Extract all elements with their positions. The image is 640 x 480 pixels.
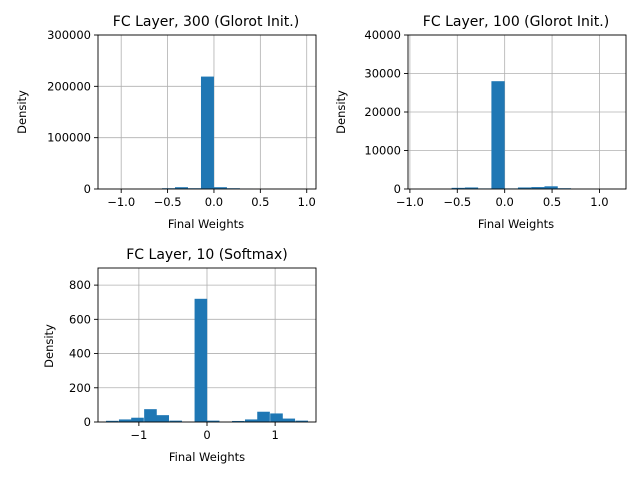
x-axis-ticks: −1.0 −0.5 0.0 0.5 1.0 xyxy=(396,189,609,209)
x-tick-label: 0.5 xyxy=(251,195,269,209)
x-tick-label: 0.0 xyxy=(205,195,223,209)
histogram-bar xyxy=(232,420,245,422)
histogram-bar xyxy=(169,420,182,422)
subplot-title: FC Layer, 10 (Softmax) xyxy=(126,247,288,263)
histogram-bar xyxy=(174,187,188,189)
histogram-bar xyxy=(464,187,479,189)
histogram-bar xyxy=(200,76,214,189)
histogram-bars xyxy=(106,298,308,422)
y-tick-label: 400 xyxy=(69,347,91,361)
histogram-bar xyxy=(491,81,505,189)
x-tick-label: −1 xyxy=(130,428,147,442)
histogram-bars xyxy=(451,81,572,189)
subplot-fc-layer-300: FC Layer, 300 (Glorot Init.) Final Weigh… xyxy=(15,14,317,231)
subplot-title: FC Layer, 100 (Glorot Init.) xyxy=(423,14,609,30)
histogram-bar xyxy=(194,298,208,422)
y-axis-ticks: 0 10000 20000 30000 40000 xyxy=(364,28,408,196)
histogram-bar xyxy=(206,420,220,422)
y-tick-label: 100000 xyxy=(47,131,91,145)
x-tick-label: −0.5 xyxy=(443,195,471,209)
y-axis-label: Density xyxy=(42,324,56,368)
x-axis-label: Final Weights xyxy=(169,450,245,464)
x-tick-label: −1.0 xyxy=(107,195,135,209)
y-axis-ticks: 0 200 400 600 800 xyxy=(69,278,98,429)
y-tick-label: 0 xyxy=(394,182,401,196)
histogram-bar xyxy=(282,418,296,422)
x-tick-label: −0.5 xyxy=(154,195,182,209)
x-tick-label: 0.5 xyxy=(543,195,561,209)
y-tick-label: 40000 xyxy=(364,28,401,42)
histogram-bar xyxy=(270,413,283,422)
histogram-bar xyxy=(131,417,144,422)
subplot-fc-layer-10-softmax: FC Layer, 10 (Softmax) Final Weights Den… xyxy=(42,247,317,464)
y-tick-label: 600 xyxy=(69,312,91,326)
y-tick-label: 200 xyxy=(69,381,91,395)
y-axis-ticks: 0 100000 200000 300000 xyxy=(47,28,98,196)
y-tick-label: 0 xyxy=(84,415,91,429)
x-tick-label: 1.0 xyxy=(298,195,316,209)
histogram-bar xyxy=(213,187,227,189)
y-tick-label: 800 xyxy=(69,278,91,292)
x-axis-label: Final Weights xyxy=(478,217,554,231)
y-axis-label: Density xyxy=(334,90,348,134)
y-tick-label: 10000 xyxy=(364,144,401,158)
y-tick-label: 0 xyxy=(84,182,91,196)
x-tick-label: −1.0 xyxy=(396,195,424,209)
histogram-bar xyxy=(295,420,308,422)
histogram-bar xyxy=(106,420,119,422)
y-tick-label: 200000 xyxy=(47,79,91,93)
histogram-bar xyxy=(144,409,157,422)
x-axis-label: Final Weights xyxy=(168,217,244,231)
histogram-bar xyxy=(156,415,170,422)
x-axis-ticks: −1.0 −0.5 0.0 0.5 1.0 xyxy=(107,189,316,209)
x-axis-ticks: −1 0 1 xyxy=(130,422,279,442)
y-tick-label: 300000 xyxy=(47,28,91,42)
x-tick-label: 1.0 xyxy=(590,195,608,209)
subplot-title: FC Layer, 300 (Glorot Init.) xyxy=(113,14,299,30)
histogram-bar xyxy=(244,419,258,422)
histogram-bar xyxy=(118,419,132,422)
histogram-bar xyxy=(517,187,532,189)
y-tick-label: 20000 xyxy=(364,105,401,119)
y-axis-label: Density xyxy=(15,90,29,134)
subplot-fc-layer-100: FC Layer, 100 (Glorot Init.) Final Weigh… xyxy=(334,14,627,231)
histogram-bar xyxy=(531,187,545,189)
y-tick-label: 30000 xyxy=(364,67,401,81)
x-tick-label: 1 xyxy=(271,428,278,442)
x-tick-label: 0 xyxy=(203,428,210,442)
x-tick-label: 0.0 xyxy=(496,195,514,209)
histogram-bar xyxy=(451,187,465,189)
axes-frame xyxy=(97,34,317,190)
histogram-bar xyxy=(257,411,270,422)
histogram-bar xyxy=(544,186,558,189)
